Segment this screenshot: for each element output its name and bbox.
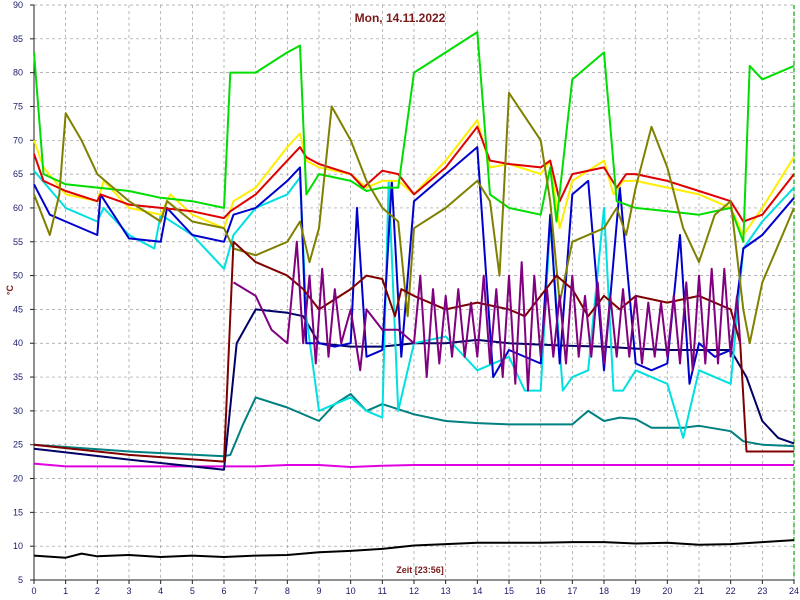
x-tick-label: 8 xyxy=(285,586,290,596)
series-line xyxy=(33,125,795,223)
series-line xyxy=(33,539,795,559)
x-tick-label: 11 xyxy=(378,586,387,596)
series-line xyxy=(33,91,795,345)
x-tick-label: 20 xyxy=(662,586,672,596)
x-tick-label: 10 xyxy=(346,586,356,596)
x-tick-label: 13 xyxy=(441,586,451,596)
y-tick-label: 55 xyxy=(13,237,23,247)
x-tick-label: 6 xyxy=(221,586,226,596)
x-tick-label: 4 xyxy=(158,586,163,596)
y-tick-label: 40 xyxy=(13,338,23,348)
x-tick-label: 5 xyxy=(190,586,195,596)
series-line xyxy=(33,240,794,463)
x-tick-label: 7 xyxy=(253,586,258,596)
y-tick-label: 90 xyxy=(13,0,23,10)
series-group xyxy=(33,31,795,559)
axes xyxy=(30,4,795,584)
series-line xyxy=(33,462,794,468)
x-tick-label: 1 xyxy=(63,586,68,596)
y-tick-label: 60 xyxy=(13,203,23,213)
y-tick-label: 85 xyxy=(13,34,23,44)
y-tick-label: 80 xyxy=(13,68,23,78)
x-tick-label: 16 xyxy=(536,586,546,596)
x-tick-label: 14 xyxy=(472,586,482,596)
y-tick-label: 20 xyxy=(13,474,23,484)
x-axis-label: Zeit [23:56] xyxy=(396,565,444,575)
y-tick-label: 35 xyxy=(13,372,23,382)
tick-labels: 0 1 2 3 4 5 6 7 8 9 10 11 12 13 14 15 16 17 18 19 20 21 22 23 24… xyxy=(13,0,799,596)
series-line xyxy=(232,240,742,392)
y-axis-label: °C xyxy=(5,284,15,295)
x-tick-label: 0 xyxy=(31,586,36,596)
y-tick-label: 65 xyxy=(13,169,23,179)
x-tick-label: 3 xyxy=(126,586,131,596)
y-tick-label: 25 xyxy=(13,440,23,450)
y-tick-label: 70 xyxy=(13,135,23,145)
x-tick-label: 22 xyxy=(726,586,736,596)
x-tick-label: 23 xyxy=(757,586,767,596)
y-tick-label: 50 xyxy=(13,271,23,281)
y-tick-label: 15 xyxy=(13,507,23,517)
x-tick-label: 9 xyxy=(316,586,321,596)
y-tick-label: 5 xyxy=(18,575,23,585)
y-tick-label: 75 xyxy=(13,101,23,111)
y-tick-label: 45 xyxy=(13,304,23,314)
x-tick-label: 18 xyxy=(599,586,609,596)
x-tick-label: 17 xyxy=(567,586,577,596)
x-tick-label: 24 xyxy=(789,586,799,596)
series-line xyxy=(33,31,795,243)
y-tick-label: 30 xyxy=(13,406,23,416)
x-tick-label: 21 xyxy=(694,586,704,596)
y-tick-label: 10 xyxy=(13,541,23,551)
x-tick-label: 2 xyxy=(95,586,100,596)
x-tick-label: 19 xyxy=(631,586,641,596)
x-tick-label: 12 xyxy=(409,586,419,596)
x-tick-label: 15 xyxy=(504,586,514,596)
chart-title: Mon, 14.11.2022 xyxy=(355,11,446,25)
